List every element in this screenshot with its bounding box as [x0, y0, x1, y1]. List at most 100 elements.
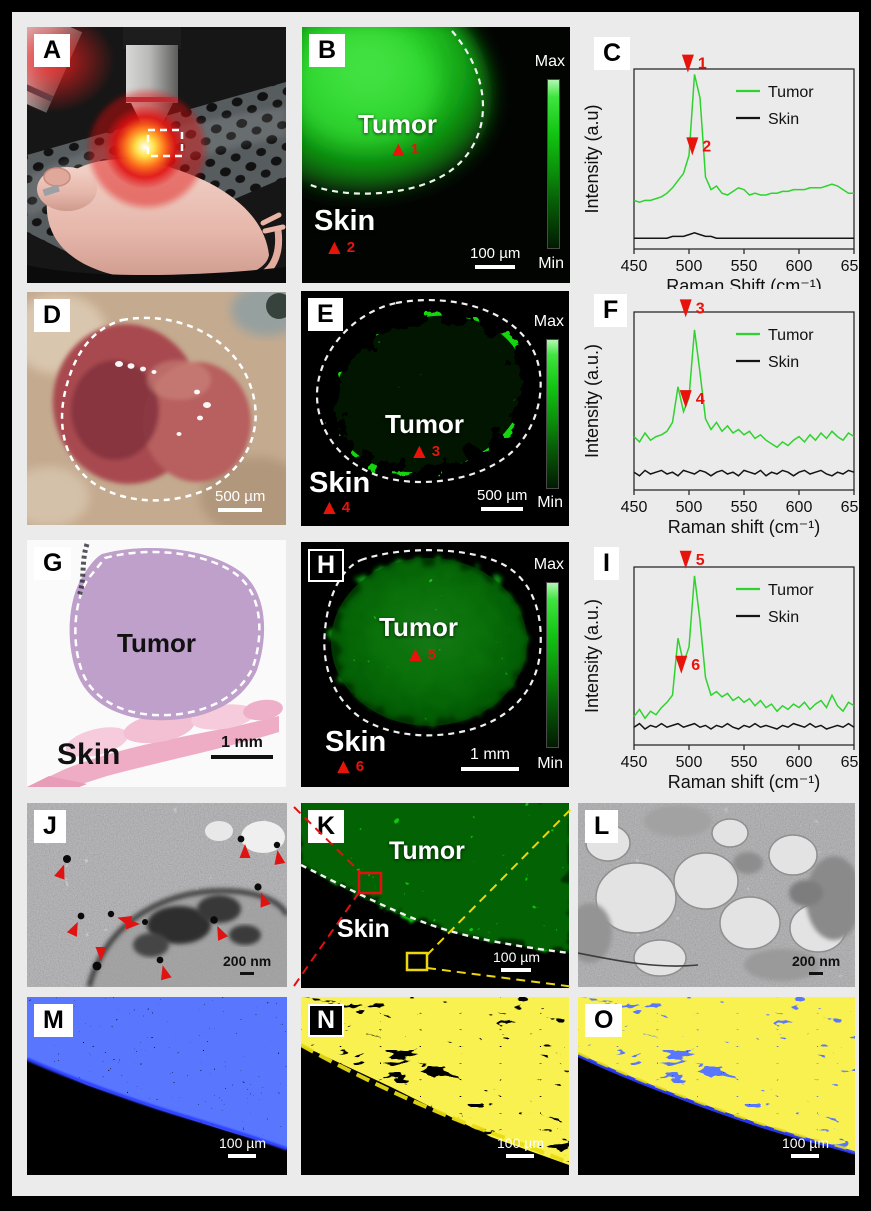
- panel-o-art: [578, 997, 855, 1175]
- colorbar: [546, 582, 559, 748]
- panel-label-i: I: [594, 547, 619, 580]
- series-tumor: [633, 329, 855, 449]
- x-axis-label: Raman Shift (cm⁻¹): [666, 276, 822, 289]
- colorbar: [546, 339, 559, 489]
- y-axis-label: Intensity (a.u.): [582, 344, 602, 458]
- legend-label: Skin: [768, 354, 799, 371]
- series-skin: [633, 722, 855, 730]
- series-tumor: [633, 575, 855, 720]
- x-tick-label: 450: [621, 258, 648, 275]
- panel-g: G Tumor Skin 1 mm: [27, 540, 286, 787]
- panel-e-art: [301, 291, 569, 526]
- legend-label: Skin: [768, 609, 799, 626]
- legend-label: Tumor: [768, 327, 814, 344]
- scale-bar: 500 µm: [215, 488, 265, 512]
- panel-label-k: K: [308, 810, 345, 843]
- x-tick-label: 650: [841, 754, 860, 771]
- series-skin: [634, 232, 854, 239]
- skin-cell-dark-regions: [578, 805, 855, 981]
- tissue-edge: [27, 1057, 287, 1151]
- tumor-dashed-outline: [323, 549, 542, 737]
- scale-bar: 500 µm: [477, 487, 527, 511]
- marker-4: ▲ 4: [319, 496, 351, 519]
- panel-j-art: [27, 803, 287, 987]
- x-tick-label: 650: [841, 499, 860, 516]
- tumor-tissue: [69, 548, 265, 721]
- colorbar-min-label: Min: [538, 255, 564, 272]
- colorbar-max-label: Max: [534, 53, 565, 70]
- tumor-region-label: Tumor: [379, 612, 458, 642]
- raman-spectrum-chart: 450 500 550 600 650 Raman shift (cm⁻¹) Intensi…: [582, 299, 867, 537]
- red-arrowhead-icon: [675, 655, 688, 674]
- laser-spot: [103, 105, 187, 189]
- tissue-edge: [301, 1043, 569, 1165]
- marker-6: ▲ 6: [333, 755, 365, 778]
- tumor-dashed-outline: [307, 30, 485, 195]
- colorbar: [547, 79, 560, 249]
- panel-g-art: [27, 540, 286, 787]
- colorbar-min-label: Min: [537, 494, 563, 511]
- raman-spectrum-chart: 450 500 550 600 650 Raman shift (cm⁻¹) Intensi…: [582, 550, 867, 792]
- skin-region-label: Skin: [337, 915, 390, 943]
- panel-d-art: [27, 292, 286, 525]
- skin-region-label: Skin: [57, 738, 121, 771]
- scale-bar: 100 µm: [782, 1135, 829, 1158]
- red-roi-box: [357, 871, 383, 895]
- red-arrowhead-icon: ▲: [324, 236, 345, 259]
- panel-h: H Tumor ▲ 5 Skin ▲ 6 1 mm Max Min: [301, 542, 569, 787]
- colorbar-max-label: Max: [533, 556, 564, 573]
- tumor-region-label: Tumor: [385, 409, 464, 439]
- mouse-foot: [260, 212, 286, 234]
- x-tick-label: 450: [621, 499, 648, 516]
- tumor-region-label: Tumor: [358, 109, 437, 139]
- panel-label-g: G: [34, 547, 72, 580]
- plot-frame: [633, 68, 855, 250]
- red-arrowhead-icon: [686, 137, 699, 156]
- panel-label-n: N: [308, 1004, 345, 1037]
- red-arrowhead-icon: [679, 299, 692, 318]
- panel-label-h: H: [308, 549, 345, 582]
- yellow-roi-box: [405, 951, 429, 972]
- ear-tag: [42, 184, 60, 197]
- panel-a-art: [27, 27, 286, 283]
- panel-k: K Tumor Skin 100 µm: [301, 803, 569, 988]
- skin-region-label: Skin: [325, 726, 387, 758]
- x-tick-label: 600: [786, 499, 813, 516]
- panel-label-a: A: [34, 34, 71, 67]
- panel-d: D 500 µm: [27, 292, 286, 525]
- panel-l: L 200 nm: [578, 803, 855, 987]
- panel-o: O 100 µm: [578, 997, 855, 1175]
- scale-bar: 200 nm: [792, 953, 840, 975]
- legend-label: Tumor: [768, 582, 814, 599]
- plot-frame: [633, 566, 855, 746]
- annotation-number: 1: [698, 56, 707, 73]
- panel-label-e: E: [308, 298, 343, 331]
- panel-n: N 100 µm: [301, 997, 569, 1175]
- x-tick-label: 650: [841, 258, 860, 275]
- x-tick-label: 550: [731, 499, 758, 516]
- panel-label-c: C: [594, 37, 631, 70]
- panel-h-art: [301, 542, 569, 787]
- marker-5: ▲ 5: [405, 643, 437, 666]
- legend-label: Skin: [768, 111, 799, 128]
- red-arrowhead-icon: ▲: [388, 138, 409, 161]
- x-tick-label: 550: [731, 258, 758, 275]
- skin-region-label: Skin: [314, 205, 376, 237]
- annotation-number: 6: [691, 657, 700, 674]
- panel-i: I 450 500 550 600 650 Raman shift (cm⁻¹) Inten…: [578, 545, 867, 797]
- panel-label-b: B: [309, 34, 346, 67]
- nanoparticles: [63, 835, 281, 971]
- y-axis-label: Intensity (a.u.): [582, 599, 602, 713]
- panel-n-art: [301, 997, 569, 1175]
- annotation-number: 3: [696, 300, 705, 317]
- panel-e: E Tumor ▲ 3 Skin ▲ 4 500 µm Max Min: [301, 291, 569, 526]
- x-axis-label: Raman shift (cm⁻¹): [668, 772, 821, 792]
- x-tick-label: 500: [676, 258, 703, 275]
- panel-label-j: J: [34, 810, 66, 843]
- legend-label: Tumor: [768, 84, 814, 101]
- red-arrowhead-icon: [679, 390, 692, 409]
- scale-bar: 100 µm: [219, 1135, 266, 1158]
- red-arrowhead-icon: ▲: [409, 440, 430, 463]
- red-arrowhead-icon: [681, 54, 694, 73]
